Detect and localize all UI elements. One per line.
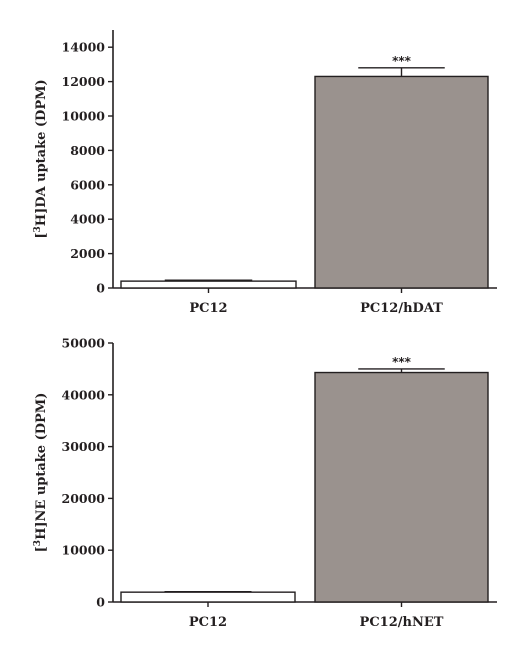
- y-tick-label: 10000: [62, 109, 106, 124]
- bar-pc12-hnet: [314, 371, 489, 603]
- y-tick-label: 0: [96, 595, 105, 610]
- y-tick-label: 14000: [62, 40, 106, 55]
- y-tick-label: 6000: [70, 177, 105, 192]
- y-tick-label: 0: [96, 281, 105, 296]
- y-tick-label: 4000: [70, 212, 105, 227]
- y-tick-label: 8000: [70, 143, 105, 158]
- y-tick-label: 2000: [70, 246, 105, 261]
- y-tick-label: 12000: [62, 74, 106, 89]
- y-tick-label: 30000: [62, 439, 106, 454]
- bar-pc12: [120, 591, 296, 603]
- x-tick-label: PC12: [189, 615, 227, 630]
- chart-1: 0 2000 4000 6000 8000 10000 12000 14000 [3H]DA u…: [33, 30, 497, 316]
- x-tick-label: PC12: [189, 301, 227, 316]
- y-tick-label: 20000: [62, 491, 106, 506]
- bar-pc12-hdat: [314, 75, 489, 289]
- x-tick-label: PC12/hDAT: [360, 301, 443, 316]
- y-tick-label: 50000: [62, 336, 106, 351]
- chart-2: 0 10000 20000 30000 40000 50000 [3H]NE uptake …: [33, 336, 497, 630]
- y-tick-label: 10000: [62, 543, 106, 558]
- x-tick-label: PC12/hNET: [360, 615, 444, 630]
- significance-label: ***: [392, 355, 412, 369]
- significance-label: ***: [392, 54, 412, 68]
- y-tick-label: 40000: [62, 387, 106, 402]
- y-axis-label: [3H]NE uptake (DPM): [33, 393, 49, 553]
- bar-pc12: [120, 280, 297, 289]
- y-axis-label: [3H]DA uptake (DPM): [33, 79, 49, 238]
